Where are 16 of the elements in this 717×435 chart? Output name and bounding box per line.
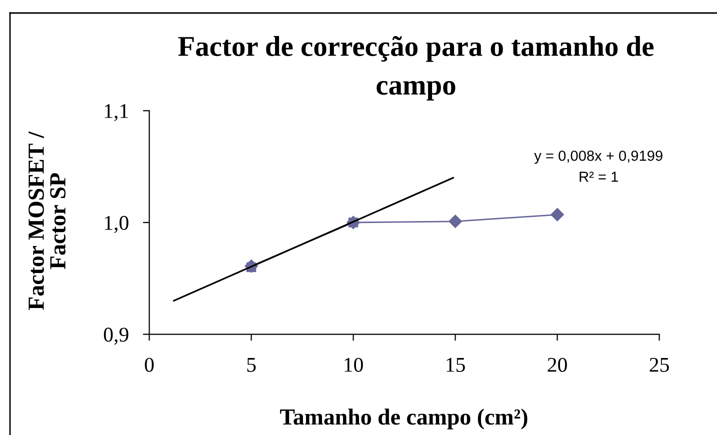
y-tick-label: 0,9: [104, 328, 128, 345]
point: [550, 208, 564, 222]
x-tick-label: 5: [247, 358, 256, 372]
y-tick-label: 1,1: [104, 104, 128, 122]
y-axis-title: Factor MOSFET / Factor SP: [28, 131, 66, 310]
x-tick-label: 0: [144, 358, 154, 372]
x-axis-title: Tamanho de campo (cm²): [280, 408, 528, 430]
chart-title: Factor de correcção para o tamanho de campo: [178, 36, 654, 101]
annotation: R² = 1: [580, 172, 618, 182]
x-tick-label: 25: [650, 358, 669, 372]
y-tick-label: 1,0: [104, 216, 128, 233]
annotation: y = 0,008x + 0,9199: [534, 150, 662, 164]
x-tick-label: 15: [446, 358, 465, 372]
point: [448, 214, 462, 228]
x-tick-label: 20: [548, 358, 567, 372]
x-tick-label: 10: [344, 358, 363, 372]
